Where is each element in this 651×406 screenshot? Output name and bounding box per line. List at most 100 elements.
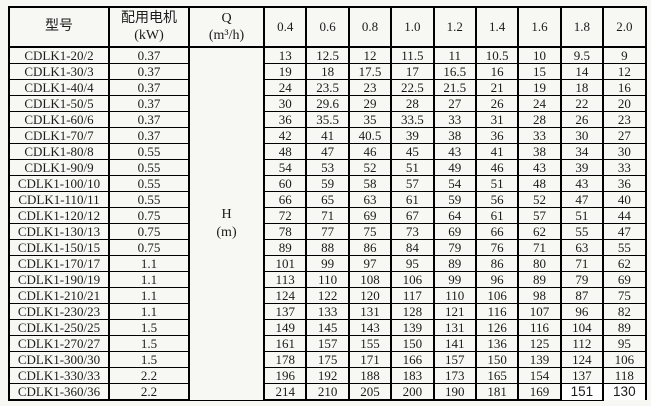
- header-q-line1: Q: [221, 10, 232, 26]
- head-value-cell: 150: [474, 351, 519, 368]
- head-value-cell: 69: [347, 207, 392, 224]
- head-value-cell: 95: [390, 255, 435, 272]
- head-value-cell: 62: [517, 223, 562, 240]
- head-value-cell: 29: [347, 95, 392, 112]
- header-flow-1.2: 1.2: [432, 6, 477, 48]
- table-row: CDLK1-120/12 0.75 72 71 69 67 64 61 57 51 44: [8, 207, 647, 224]
- head-value-cell: 49: [432, 159, 477, 176]
- model-cell: CDLK1-170/17: [8, 255, 110, 272]
- head-value-cell: 22.5: [390, 79, 435, 96]
- head-unit-merged-cell: H (m): [188, 46, 265, 401]
- head-value-cell: 19: [517, 79, 562, 96]
- head-value-cell: 29.6: [305, 95, 350, 112]
- head-value-cell: 131: [347, 303, 392, 320]
- head-value-cell: 31: [474, 111, 519, 128]
- head-value-cell: 79: [432, 239, 477, 256]
- header-flow-1.0: 1.0: [390, 6, 435, 48]
- table-row: CDLK1-150/15 0.75 89 88 86 84 79 76 71 63 55: [8, 239, 647, 256]
- motor-kw-cell: 0.55: [108, 159, 190, 176]
- head-value-cell: 110: [432, 287, 477, 304]
- model-cell: CDLK1-230/23: [8, 303, 110, 320]
- motor-kw-cell: 2.2: [108, 367, 190, 384]
- head-value-cell: 23: [347, 79, 392, 96]
- head-value-cell: 110: [305, 271, 350, 288]
- head-value-cell: 43: [432, 143, 477, 160]
- head-value-cell: 143: [347, 319, 392, 336]
- head-value-cell: 63: [347, 191, 392, 208]
- head-value-cell: 54: [432, 175, 477, 192]
- head-value-cell: 41: [305, 127, 350, 144]
- head-value-cell: 13: [262, 46, 307, 64]
- head-value-cell: 33: [602, 159, 647, 176]
- head-value-cell: 66: [474, 223, 519, 240]
- model-cell: CDLK1-50/5: [8, 95, 110, 112]
- head-value-cell: 96: [559, 303, 604, 320]
- model-cell: CDLK1-250/25: [8, 319, 110, 336]
- head-value-cell: 43: [517, 159, 562, 176]
- head-value-cell: 46: [474, 159, 519, 176]
- head-value-cell: 12: [602, 63, 647, 80]
- head-value-cell: 137: [559, 367, 604, 384]
- head-value-cell: 59: [305, 175, 350, 192]
- head-value-cell: 214: [262, 383, 307, 401]
- table-row: CDLK1-230/23 1.1 137 133 131 128 121 116 107 96 82: [8, 303, 647, 320]
- head-value-cell: 82: [602, 303, 647, 320]
- head-value-cell: 139: [390, 319, 435, 336]
- head-value-cell: 19: [262, 63, 307, 80]
- head-value-cell: 12.5: [305, 46, 350, 64]
- table-row: CDLK1-20/2 0.37 H (m) 13 12.5 12 11.5 11 10.5 10 9.…: [8, 46, 647, 401]
- table-row: CDLK1-100/10 0.55 60 59 58 57 54 51 48 43 36: [8, 175, 647, 192]
- head-value-cell: 12: [347, 46, 392, 64]
- motor-kw-cell: 0.75: [108, 207, 190, 224]
- head-value-cell: 10: [517, 46, 562, 64]
- head-value-cell: 69: [432, 223, 477, 240]
- model-cell: CDLK1-190/19: [8, 271, 110, 288]
- head-value-cell: 99: [432, 271, 477, 288]
- head-value-cell: 107: [517, 303, 562, 320]
- head-value-cell: 181: [474, 383, 519, 401]
- model-cell: CDLK1-90/9: [8, 159, 110, 176]
- head-value-cell: 62: [602, 255, 647, 272]
- head-unit-line2: (m): [216, 224, 237, 240]
- table-row: CDLK1-110/11 0.55 66 65 63 61 59 56 52 47 40: [8, 191, 647, 208]
- motor-kw-cell: 0.37: [108, 79, 190, 96]
- head-value-cell: 34: [559, 143, 604, 160]
- head-value-cell: 36: [474, 127, 519, 144]
- model-cell: CDLK1-360/36: [8, 383, 110, 401]
- head-value-cell: 44: [602, 207, 647, 224]
- motor-kw-cell: 1.1: [108, 255, 190, 272]
- header-flow-q: Q (m³/h): [188, 6, 265, 48]
- head-value-cell: 63: [559, 239, 604, 256]
- head-value-cell: 169: [517, 383, 562, 401]
- head-value-cell: 15: [517, 63, 562, 80]
- head-value-cell: 54: [262, 159, 307, 176]
- head-value-cell: 16: [602, 79, 647, 96]
- model-cell: CDLK1-100/10: [8, 175, 110, 192]
- model-cell: CDLK1-60/6: [8, 111, 110, 128]
- head-value-cell: 35: [347, 111, 392, 128]
- head-value-cell: 43: [559, 175, 604, 192]
- head-unit-line1: H: [221, 206, 232, 222]
- table-row: CDLK1-170/17 1.1 101 99 97 95 89 86 80 71 62: [8, 255, 647, 272]
- head-value-cell: 21.5: [432, 79, 477, 96]
- head-value-cell: 192: [305, 367, 350, 384]
- model-cell: CDLK1-40/4: [8, 79, 110, 96]
- header-row: 型号 配用电机 (kW) Q (m³/h) 0.4 0.6 0.8 1.0 1.…: [8, 6, 647, 48]
- table-row: CDLK1-190/19 1.1 113 110 108 106 99 96 89 79 69: [8, 271, 647, 288]
- head-value-cell: 124: [262, 287, 307, 304]
- head-value-cell: 108: [347, 271, 392, 288]
- head-value-cell: 55: [602, 239, 647, 256]
- model-cell: CDLK1-330/33: [8, 367, 110, 384]
- head-value-cell: 98: [517, 287, 562, 304]
- head-value-cell: 210: [305, 383, 350, 401]
- head-value-cell: 27: [602, 127, 647, 144]
- head-value-cell: 130: [602, 383, 647, 400]
- head-value-cell: 124: [559, 351, 604, 368]
- head-value-cell: 96: [474, 271, 519, 288]
- header-q-line2: (m³/h): [208, 28, 245, 43]
- motor-kw-cell: 1.5: [108, 335, 190, 352]
- head-value-cell: 27: [432, 95, 477, 112]
- head-value-cell: 40: [602, 191, 647, 208]
- motor-kw-cell: 0.37: [108, 46, 190, 64]
- motor-kw-cell: 1.1: [108, 287, 190, 304]
